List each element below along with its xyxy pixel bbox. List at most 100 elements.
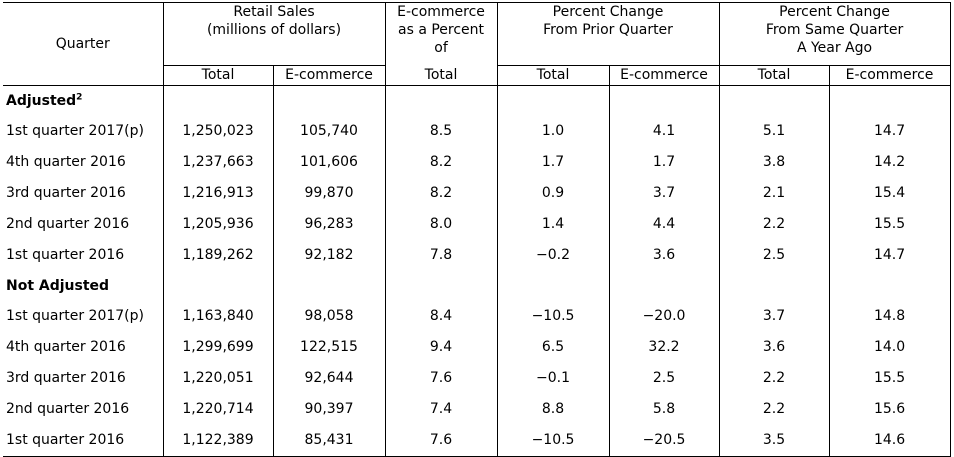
pct-year-header: Percent Change From Same Quarter A Year …	[719, 2, 951, 66]
quarter-cell: 3rd quarter 2016	[3, 178, 164, 209]
ecom-pct-cell: 9.4	[385, 332, 498, 363]
retail-ecom-cell: 99,870	[273, 178, 386, 209]
year-total-cell: 5.1	[719, 116, 830, 147]
retail-sales-header-line1: Retail Sales	[233, 4, 315, 20]
pct-year-header-line2: From Same Quarter	[765, 22, 904, 38]
year-ecom-cell: 14.6	[829, 425, 951, 457]
prior-total-cell: −10.5	[497, 301, 610, 332]
section-empty-cell	[163, 85, 274, 116]
prior-ecom-cell: −20.5	[609, 425, 720, 457]
subheader-retail-total: Total	[163, 65, 274, 86]
retail-total-cell: 1,163,840	[163, 301, 274, 332]
prior-ecom-cell: 4.4	[609, 209, 720, 240]
section-empty-cell	[829, 85, 951, 116]
quarter-cell: 2nd quarter 2016	[3, 394, 164, 425]
prior-total-cell: 1.7	[497, 147, 610, 178]
year-ecom-cell: 15.4	[829, 178, 951, 209]
section-empty-cell	[385, 85, 498, 116]
table-row: 1st quarter 2016 1,189,262 92,182 7.8 −0.2 3.…	[3, 240, 951, 271]
footnote-marker: 2	[76, 92, 83, 103]
retail-ecom-cell: 92,182	[273, 240, 386, 271]
retail-sales-header: Retail Sales (millions of dollars)	[163, 2, 386, 66]
year-total-cell: 2.1	[719, 178, 830, 209]
section-title: Not Adjusted	[3, 271, 164, 301]
prior-ecom-cell: 2.5	[609, 363, 720, 394]
subheader-year-total: Total	[719, 65, 830, 86]
quarter-header: Quarter	[3, 2, 164, 86]
section-empty-cell	[385, 271, 498, 301]
header-row: Quarter Retail Sales (millions of dollar…	[3, 2, 951, 86]
retail-ecom-cell: 105,740	[273, 116, 386, 147]
section-empty-cell	[497, 271, 610, 301]
quarter-cell: 1st quarter 2017(p)	[3, 116, 164, 147]
ecom-pct-cell: 7.6	[385, 363, 498, 394]
quarter-cell: 3rd quarter 2016	[3, 363, 164, 394]
retail-ecom-cell: 90,397	[273, 394, 386, 425]
section-title-text: Adjusted	[6, 93, 77, 109]
quarter-cell: 1st quarter 2017(p)	[3, 301, 164, 332]
pct-year-header-line1: Percent Change	[779, 4, 890, 20]
ecom-pct-cell: 8.2	[385, 178, 498, 209]
table-row: 4th quarter 2016 1,299,699 122,515 9.4 6.5 32…	[3, 332, 951, 363]
year-ecom-cell: 15.5	[829, 209, 951, 240]
section-empty-cell	[497, 85, 610, 116]
quarter-cell: 1st quarter 2016	[3, 425, 164, 457]
retail-total-cell: 1,250,023	[163, 116, 274, 147]
year-ecom-cell: 14.2	[829, 147, 951, 178]
ecom-pct-header-line3: of	[434, 40, 448, 56]
prior-total-cell: 6.5	[497, 332, 610, 363]
year-total-cell: 2.2	[719, 394, 830, 425]
section-header-row: Not Adjusted	[3, 271, 951, 301]
prior-total-cell: 0.9	[497, 178, 610, 209]
retail-ecom-cell: 122,515	[273, 332, 386, 363]
ecom-pct-header-line1: E-commerce	[397, 4, 485, 20]
retail-total-cell: 1,299,699	[163, 332, 274, 363]
subheader-ecom-pct-total: Total	[385, 65, 498, 86]
prior-ecom-cell: 3.6	[609, 240, 720, 271]
prior-total-cell: −10.5	[497, 425, 610, 457]
ecom-pct-header-line2: as a Percent	[398, 22, 485, 38]
subheader-retail-ecom: E-commerce	[273, 65, 386, 86]
quarter-header-label: Quarter	[55, 36, 110, 52]
retail-total-cell: 1,205,936	[163, 209, 274, 240]
section-empty-cell	[829, 271, 951, 301]
ecom-pct-cell: 8.0	[385, 209, 498, 240]
ecom-pct-cell: 7.4	[385, 394, 498, 425]
year-ecom-cell: 15.6	[829, 394, 951, 425]
year-total-cell: 2.2	[719, 363, 830, 394]
year-total-cell: 3.7	[719, 301, 830, 332]
section-title: Adjusted2	[3, 85, 164, 116]
section-header-row: Adjusted2	[3, 85, 951, 116]
year-ecom-cell: 14.7	[829, 116, 951, 147]
prior-total-cell: 1.4	[497, 209, 610, 240]
pct-prior-header: Percent Change From Prior Quarter	[497, 2, 720, 66]
retail-total-cell: 1,189,262	[163, 240, 274, 271]
prior-total-cell: −0.2	[497, 240, 610, 271]
retail-total-cell: 1,216,913	[163, 178, 274, 209]
prior-total-cell: 8.8	[497, 394, 610, 425]
retail-total-cell: 1,220,714	[163, 394, 274, 425]
year-ecom-cell: 14.7	[829, 240, 951, 271]
retail-ecommerce-table: Quarter Retail Sales (millions of dollar…	[3, 2, 951, 457]
section-empty-cell	[719, 271, 830, 301]
quarter-cell: 2nd quarter 2016	[3, 209, 164, 240]
year-ecom-cell: 14.0	[829, 332, 951, 363]
table-row: 4th quarter 2016 1,237,663 101,606 8.2 1.7 1.…	[3, 147, 951, 178]
year-total-cell: 3.5	[719, 425, 830, 457]
prior-ecom-cell: 1.7	[609, 147, 720, 178]
table-row: 2nd quarter 2016 1,205,936 96,283 8.0 1.4 4.4…	[3, 209, 951, 240]
ecom-pct-cell: 7.6	[385, 425, 498, 457]
ecom-pct-cell: 8.2	[385, 147, 498, 178]
section-empty-cell	[609, 271, 720, 301]
retail-ecom-cell: 96,283	[273, 209, 386, 240]
prior-ecom-cell: 4.1	[609, 116, 720, 147]
year-total-cell: 2.2	[719, 209, 830, 240]
pct-year-header-line3: A Year Ago	[796, 40, 873, 56]
subheader-prior-ecom: E-commerce	[609, 65, 720, 86]
table-row: 2nd quarter 2016 1,220,714 90,397 7.4 8.8 5.8…	[3, 394, 951, 425]
ecom-pct-cell: 8.5	[385, 116, 498, 147]
section-empty-cell	[609, 85, 720, 116]
retail-ecom-cell: 98,058	[273, 301, 386, 332]
quarter-cell: 4th quarter 2016	[3, 332, 164, 363]
prior-total-cell: −0.1	[497, 363, 610, 394]
